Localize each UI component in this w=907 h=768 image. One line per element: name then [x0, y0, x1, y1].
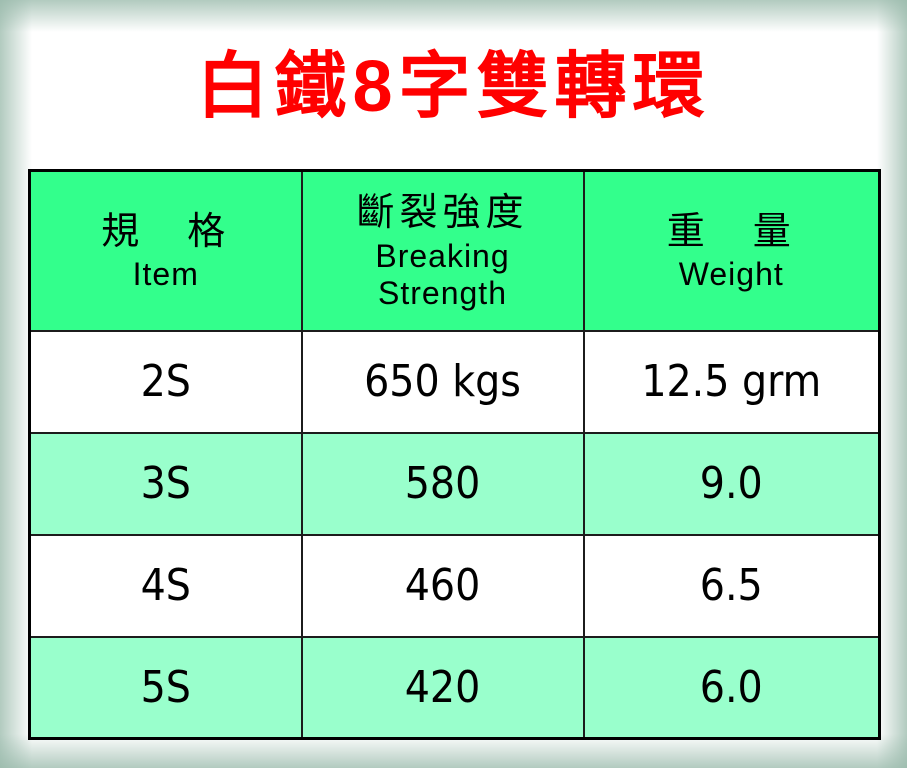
item-cell: 2S	[28, 329, 303, 434]
table-row: 5S 420 6.0	[28, 635, 881, 740]
weight-value: 6.0	[699, 661, 763, 713]
weight-cell: 12.5 grm	[582, 329, 881, 434]
weight-cell: 6.5	[582, 533, 881, 638]
column-header-weight-en: Weight	[678, 256, 784, 293]
item-value: 2S	[140, 356, 191, 407]
weight-value: 9.0	[699, 458, 763, 509]
item-value: 3S	[140, 458, 191, 509]
item-value: 4S	[140, 560, 191, 611]
column-header-weight: 重 量 Weight	[582, 169, 881, 332]
item-cell: 4S	[28, 533, 303, 638]
strength-value: 580	[404, 458, 481, 509]
column-header-weight-zh: 重 量	[666, 210, 796, 253]
column-header-item: 規 格 Item	[28, 169, 303, 332]
weight-cell: 6.0	[582, 635, 881, 740]
item-cell: 3S	[28, 431, 303, 536]
table-row: 2S 650 kgs 12.5 grm	[28, 329, 881, 434]
strength-value: 420	[404, 661, 481, 713]
strength-cell: 650 kgs	[300, 329, 585, 434]
table-row: 4S 460 6.5	[28, 533, 881, 638]
table-header-row: 規 格 Item 斷裂強度 Breaking Strength 重 量 Weig…	[28, 169, 881, 332]
strength-cell: 420	[300, 635, 585, 740]
column-header-strength: 斷裂強度 Breaking Strength	[300, 169, 585, 332]
column-header-item-en: Item	[132, 256, 199, 293]
weight-value: 12.5 grm	[641, 356, 822, 407]
page-title: 白鐵8字雙轉環	[196, 47, 711, 127]
column-header-item-zh: 規 格	[101, 210, 231, 253]
strength-cell: 460	[300, 533, 585, 638]
strength-value: 460	[404, 560, 481, 611]
item-value: 5S	[140, 661, 191, 713]
item-cell: 5S	[28, 635, 303, 740]
weight-cell: 9.0	[582, 431, 881, 536]
spec-table: 規 格 Item 斷裂強度 Breaking Strength 重 量 Weig…	[28, 169, 881, 740]
column-header-strength-zh: 斷裂強度	[356, 192, 529, 235]
strength-cell: 580	[300, 431, 585, 536]
strength-value: 650 kgs	[364, 356, 521, 407]
column-header-strength-en-line2: Strength	[378, 274, 507, 311]
table-row: 3S 580 9.0	[28, 431, 881, 536]
column-header-strength-en-line1: Breaking	[375, 237, 510, 274]
weight-value: 6.5	[699, 560, 763, 611]
